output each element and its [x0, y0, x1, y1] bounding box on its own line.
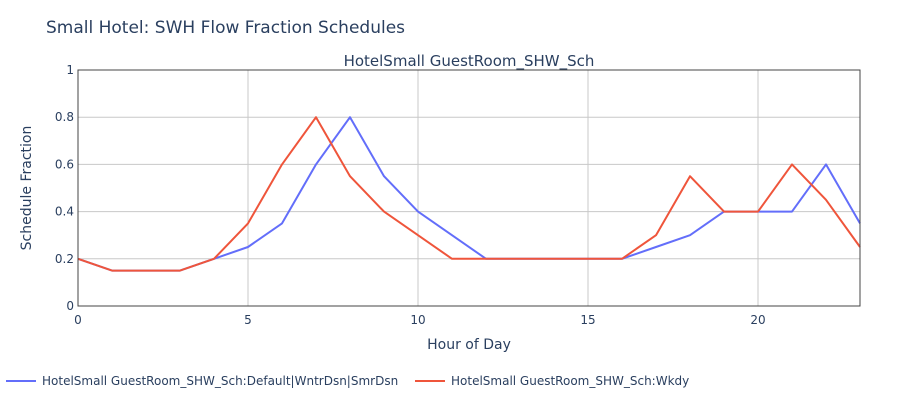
legend-swatch	[415, 380, 445, 382]
y-tick-label: 1	[66, 63, 74, 77]
legend-label: HotelSmall GuestRoom_SHW_Sch:Wkdy	[451, 374, 690, 388]
tick-labels: 0 5 10 15 20 0 0.2 0.4 0.6 0.8 1	[55, 63, 766, 327]
legend: HotelSmall GuestRoom_SHW_Sch:Default|Wnt…	[0, 374, 900, 396]
legend-item-default[interactable]: HotelSmall GuestRoom_SHW_Sch:Default|Wnt…	[6, 374, 398, 388]
legend-label: HotelSmall GuestRoom_SHW_Sch:Default|Wnt…	[42, 374, 399, 388]
x-axis-label: Hour of Day	[427, 337, 511, 353]
y-tick-label: 0.6	[55, 157, 74, 171]
x-tick-label: 15	[580, 313, 595, 327]
x-tick-label: 0	[74, 313, 82, 327]
x-tick-label: 20	[750, 313, 765, 327]
page-title: Small Hotel: SWH Flow Fraction Schedules	[46, 18, 406, 38]
chart-title: HotelSmall GuestRoom_SHW_Sch	[344, 52, 595, 71]
x-tick-label: 10	[410, 313, 425, 327]
legend-item-wkdy[interactable]: HotelSmall GuestRoom_SHW_Sch:Wkdy	[415, 374, 689, 388]
series-line-1	[77, 116, 861, 272]
plot-frame	[77, 69, 861, 307]
y-tick-label: 0.2	[55, 252, 74, 266]
line-chart: 0 5 10 15 20 0 0.2 0.4 0.6 0.8 1 HotelSmall GuestR…	[19, 52, 861, 353]
y-tick-label: 0.8	[55, 110, 74, 124]
legend-swatch	[6, 380, 36, 382]
plot-area	[78, 70, 860, 306]
y-tick-label: 0	[66, 299, 74, 313]
y-tick-label: 0.4	[55, 205, 74, 219]
x-tick-label: 5	[244, 313, 252, 327]
y-axis-label: Schedule Fraction	[19, 126, 35, 251]
series-lines	[77, 116, 861, 272]
